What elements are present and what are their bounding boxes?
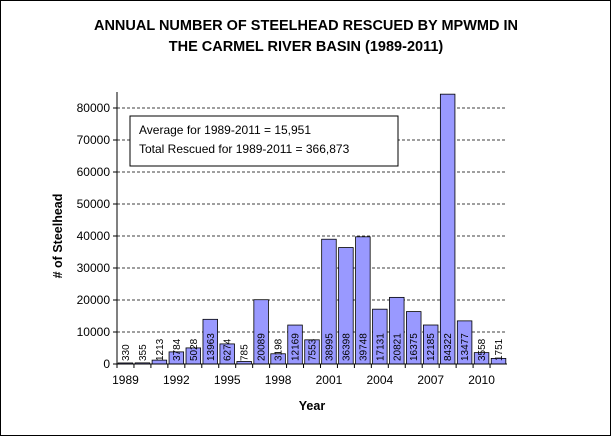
data-label-1991: 1213 (155, 338, 166, 361)
x-tick-label: 2007 (417, 373, 444, 387)
data-label-2005: 20821 (392, 333, 403, 361)
data-labels: 330 355 1213 3784 5028 13963 6274 785 20089 3198 1… (121, 333, 505, 361)
data-label-1999: 12169 (291, 333, 302, 361)
data-label-1997: 20089 (257, 333, 268, 361)
y-axis-label: # of Steelhead (51, 194, 65, 279)
bars (117, 93, 507, 365)
summary-box (129, 115, 399, 167)
y-tick-label: 20000 (77, 293, 111, 307)
data-label-2001: 38995 (324, 333, 335, 361)
data-label-2009: 13477 (460, 333, 471, 361)
x-tick-label: 1995 (214, 373, 241, 387)
y-tick-label: 80000 (77, 101, 111, 115)
axes (113, 92, 507, 368)
x-tick-label: 1989 (112, 373, 139, 387)
x-axis-label: Year (299, 399, 326, 413)
chart-title-line2: THE CARMEL RIVER BASIN (1989-2011) (169, 39, 444, 55)
data-label-2008: 84322 (443, 333, 454, 361)
bar-2008 (439, 93, 456, 365)
chart-title-line1: ANNUAL NUMBER OF STEELHEAD RESCUED BY MP… (94, 18, 518, 34)
x-tick-label: 2010 (468, 373, 495, 387)
data-label-2010: 3558 (477, 338, 488, 361)
data-label-2007: 12185 (426, 333, 437, 361)
data-label-1998: 3198 (274, 338, 285, 361)
y-tick-label: 60000 (77, 165, 111, 179)
x-tick-label: 1992 (163, 373, 190, 387)
y-tick-labels: 0 10000 20000 30000 40000 50000 60000 70000 8000… (77, 101, 111, 371)
average-annotation: Average for 1989-2011 = 15,951 (139, 123, 311, 137)
data-label-1996: 785 (240, 344, 251, 361)
y-tick-label: 50000 (77, 197, 111, 211)
x-tick-label: 2004 (366, 373, 393, 387)
x-tick-label: 2001 (316, 373, 343, 387)
data-label-2003: 39748 (358, 333, 369, 361)
data-label-1990: 355 (138, 344, 149, 361)
data-label-1994: 13963 (206, 333, 217, 361)
data-label-1995: 6274 (223, 338, 234, 361)
x-tick-labels: 1989 1992 1995 1998 2001 2004 2007 2010 (112, 373, 495, 387)
y-tick-label: 0 (103, 357, 110, 371)
x-tick-label: 1998 (265, 373, 292, 387)
data-label-1993: 5028 (189, 338, 200, 361)
y-tick-label: 70000 (77, 133, 111, 147)
data-label-1992: 3784 (172, 338, 183, 361)
data-label-2006: 16375 (409, 333, 420, 361)
y-tick-label: 30000 (77, 261, 111, 275)
y-tick-label: 10000 (77, 325, 111, 339)
data-label-2000: 7553 (308, 338, 319, 361)
total-annotation: Total Rescued for 1989-2011 = 366,873 (139, 142, 350, 156)
data-label-2011: 1751 (494, 338, 505, 361)
data-label-2002: 36398 (341, 333, 352, 361)
y-tick-label: 40000 (77, 229, 111, 243)
data-label-1989: 330 (121, 344, 132, 361)
data-label-2004: 17131 (375, 333, 386, 361)
